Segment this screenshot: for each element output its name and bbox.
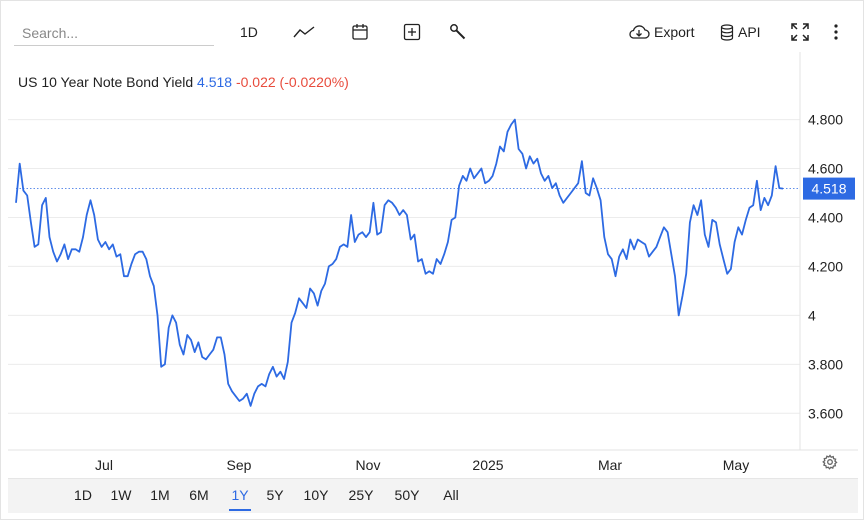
database-icon (720, 23, 734, 41)
range-button-1y[interactable]: 1Y (229, 487, 251, 511)
export-label: Export (654, 24, 695, 40)
calendar-icon[interactable] (348, 20, 372, 44)
range-selector: 1D 1W 1M 6M 1Y 5Y 10Y 25Y 50Y All (8, 478, 858, 513)
y-tick-label: 4 (808, 307, 816, 323)
interval-label: 1D (240, 24, 258, 40)
toolbar: 1D Export API (8, 14, 858, 50)
chart-type-icon[interactable] (292, 20, 316, 44)
fullscreen-icon[interactable] (788, 20, 812, 44)
y-tick-label: 4.400 (808, 209, 843, 225)
range-button-5y[interactable]: 5Y (266, 487, 284, 503)
chart-header: US 10 Year Note Bond Yield 4.518 -0.022 … (18, 74, 349, 90)
search-input[interactable] (14, 20, 214, 46)
y-tick-label: 3.600 (808, 405, 843, 421)
wrench-icon[interactable] (446, 20, 470, 44)
last-value-badge-label: 4.518 (811, 181, 846, 197)
range-button-50y[interactable]: 50Y (394, 487, 420, 503)
add-indicator-icon[interactable] (400, 20, 424, 44)
range-button-1d[interactable]: 1D (74, 487, 92, 503)
range-button-all[interactable]: All (443, 487, 459, 503)
x-tick-label: May (723, 457, 749, 473)
instrument-name: US 10 Year Note Bond Yield (18, 74, 194, 90)
y-tick-label: 3.800 (808, 356, 843, 372)
range-button-25y[interactable]: 25Y (348, 487, 374, 503)
api-button[interactable]: API (720, 20, 761, 44)
price-change: -0.022 (-0.0220%) (235, 74, 349, 90)
y-tick-label: 4.600 (808, 161, 843, 177)
x-tick-label: 2025 (472, 457, 503, 473)
x-tick-label: Sep (227, 457, 252, 473)
range-button-10y[interactable]: 10Y (303, 487, 329, 503)
range-button-1w[interactable]: 1W (110, 487, 132, 503)
x-tick-label: Nov (356, 457, 381, 473)
last-value: 4.518 (197, 74, 233, 90)
export-button[interactable]: Export (628, 20, 694, 44)
api-label: API (738, 24, 761, 40)
series-line (15, 118, 784, 407)
last-value-badge (803, 177, 855, 200)
interval-button[interactable]: 1D (240, 20, 258, 44)
more-options-icon[interactable] (824, 20, 848, 44)
y-tick-label: 4.200 (808, 258, 843, 274)
range-button-1m[interactable]: 1M (150, 487, 170, 503)
range-button-6m[interactable]: 6M (189, 487, 209, 503)
line-chart: 4.800 4.600 4.400 4.200 4 3.800 3.600 Jul Sep Nov… (8, 52, 858, 473)
settings-gear-icon[interactable] (822, 454, 838, 470)
y-tick-label: 4.800 (808, 112, 843, 128)
x-tick-label: Jul (95, 457, 113, 473)
x-tick-label: Mar (598, 457, 622, 473)
cloud-download-icon (629, 25, 650, 39)
